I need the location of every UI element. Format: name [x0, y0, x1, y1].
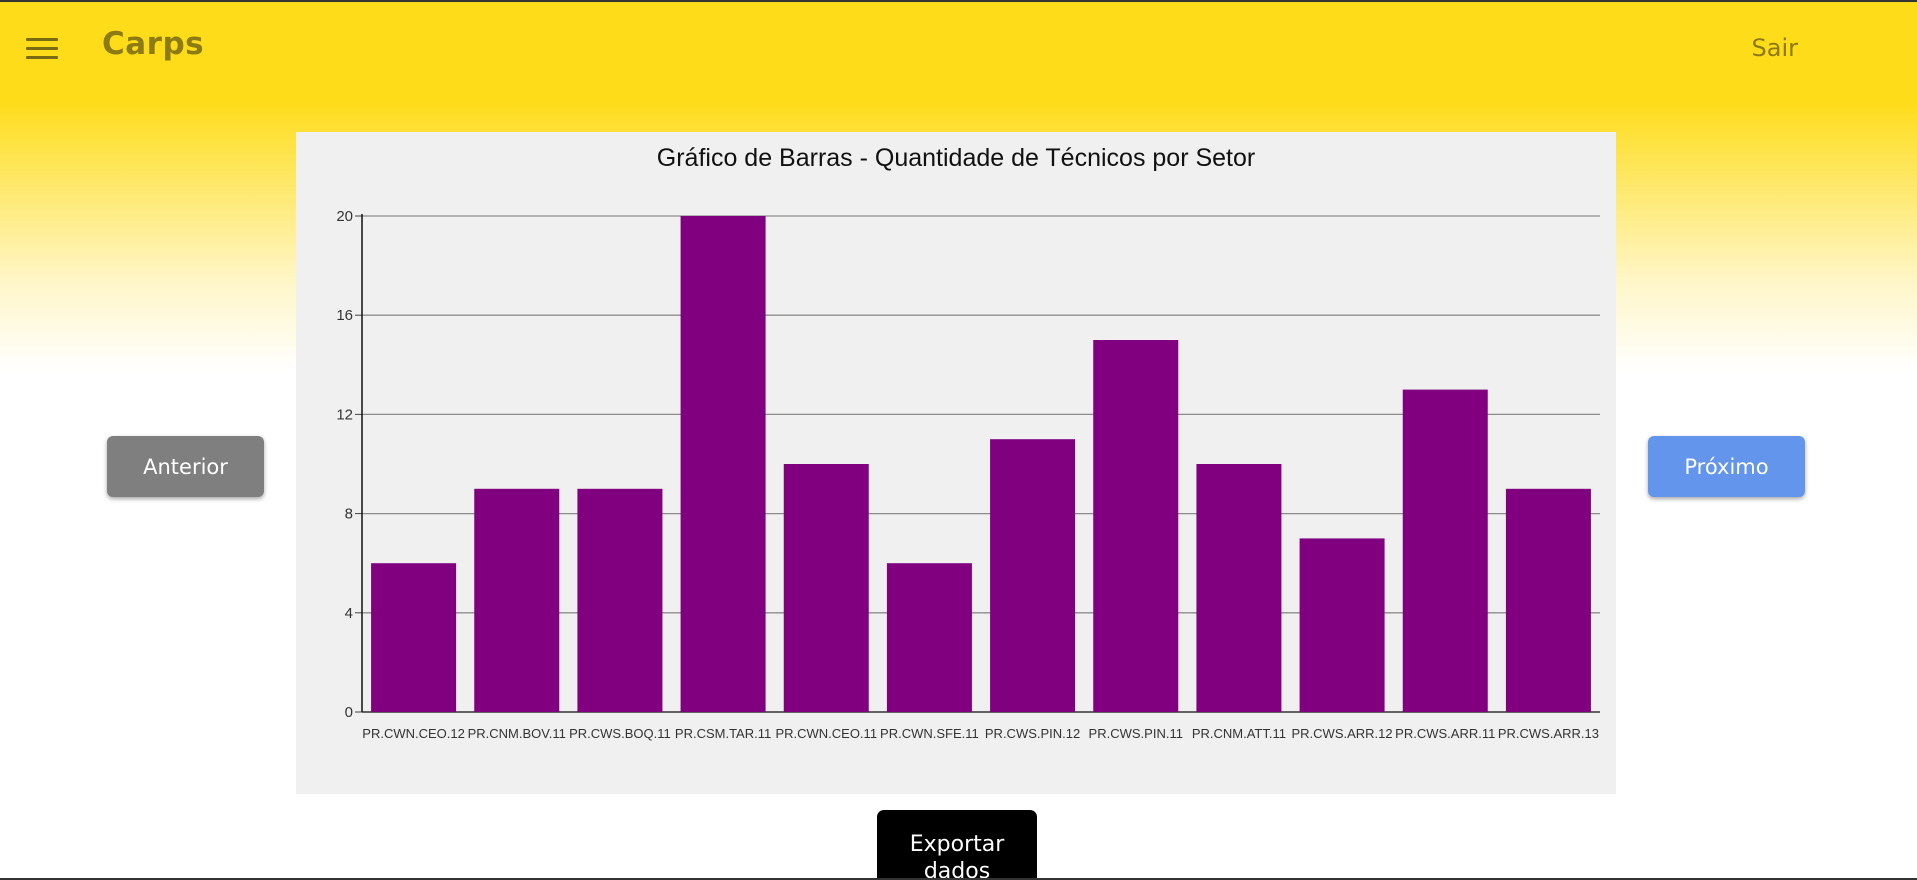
- menu-icon-line: [26, 38, 58, 41]
- bar: [577, 488, 663, 712]
- bar: [474, 488, 560, 712]
- x-tick-label: PR.CWN.SFE.11: [880, 726, 979, 741]
- bar: [680, 216, 766, 712]
- x-tick-label: PR.CWS.BOQ.11: [569, 726, 671, 741]
- bar: [371, 563, 457, 712]
- menu-icon-line: [26, 47, 58, 50]
- bar: [990, 439, 1076, 712]
- x-tick-label: PR.CWS.PIN.11: [1089, 726, 1183, 741]
- previous-button[interactable]: Anterior: [107, 436, 264, 497]
- chart-panel: Gráfico de Barras - Quantidade de Técnic…: [296, 132, 1616, 794]
- y-tick-label: 12: [336, 406, 353, 423]
- bar: [886, 563, 972, 712]
- bar: [1093, 340, 1179, 712]
- bar-chart: Gráfico de Barras - Quantidade de Técnic…: [336, 144, 1600, 741]
- bar: [1402, 389, 1488, 712]
- y-tick-label: 4: [345, 605, 353, 622]
- y-tick-label: 20: [336, 208, 353, 225]
- x-tick-label: PR.CNM.BOV.11: [468, 726, 566, 741]
- x-tick-label: PR.CWN.CEO.11: [775, 726, 877, 741]
- y-tick-label: 0: [345, 704, 353, 721]
- bar: [1299, 538, 1385, 712]
- y-tick-label: 16: [336, 307, 353, 324]
- x-tick-label: PR.CWS.ARR.11: [1395, 726, 1495, 741]
- app-title: Carps: [102, 26, 205, 62]
- logout-link[interactable]: Sair: [1751, 34, 1798, 62]
- bar: [783, 464, 869, 712]
- export-data-button[interactable]: Exportar dados: [877, 810, 1037, 880]
- x-tick-label: PR.CWS.ARR.13: [1498, 726, 1599, 741]
- x-tick-label: PR.CSM.TAR.11: [675, 726, 771, 741]
- x-tick-label: PR.CWS.ARR.12: [1292, 726, 1393, 741]
- menu-icon-line: [26, 56, 58, 59]
- bar: [1196, 464, 1282, 712]
- x-tick-label: PR.CNM.ATT.11: [1192, 726, 1286, 741]
- x-tick-label: PR.CWS.PIN.12: [985, 726, 1080, 741]
- next-button[interactable]: Próximo: [1648, 436, 1805, 497]
- chart-title: Gráfico de Barras - Quantidade de Técnic…: [657, 144, 1255, 172]
- hamburger-menu-icon[interactable]: [26, 36, 58, 62]
- x-tick-label: PR.CWN.CEO.12: [362, 726, 465, 741]
- bar: [1505, 488, 1591, 712]
- y-tick-label: 8: [345, 506, 353, 523]
